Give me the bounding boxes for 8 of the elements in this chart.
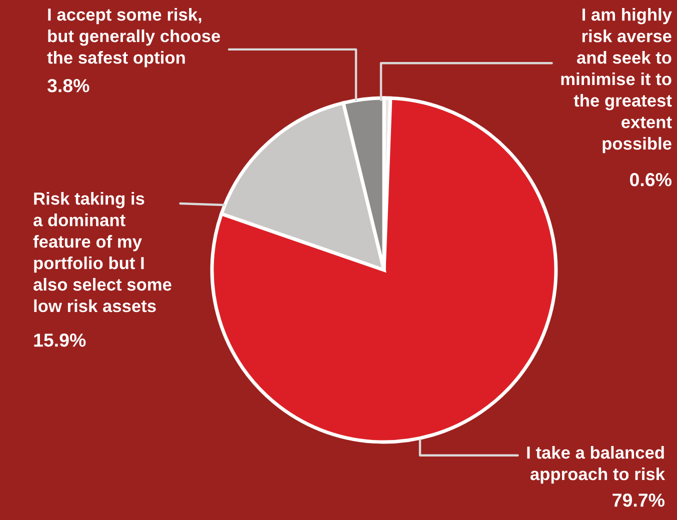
slice-label: I take a balanced approach to risk — [527, 446, 666, 484]
data-label: 79.7% — [612, 493, 665, 507]
data-label: 15.9% — [34, 333, 86, 347]
slice-label: I accept some risk, but generally choose the safest option — [47, 8, 220, 68]
data-label: 0.6% — [630, 172, 672, 186]
slice-label: Risk taking is a dominant feature of my portfolio but I also select some low risk assets — [33, 192, 172, 312]
data-label: 3.8% — [47, 78, 90, 92]
slice-label: I am highly risk averse and seek to minimise it to the greatest extent possible — [561, 8, 672, 154]
